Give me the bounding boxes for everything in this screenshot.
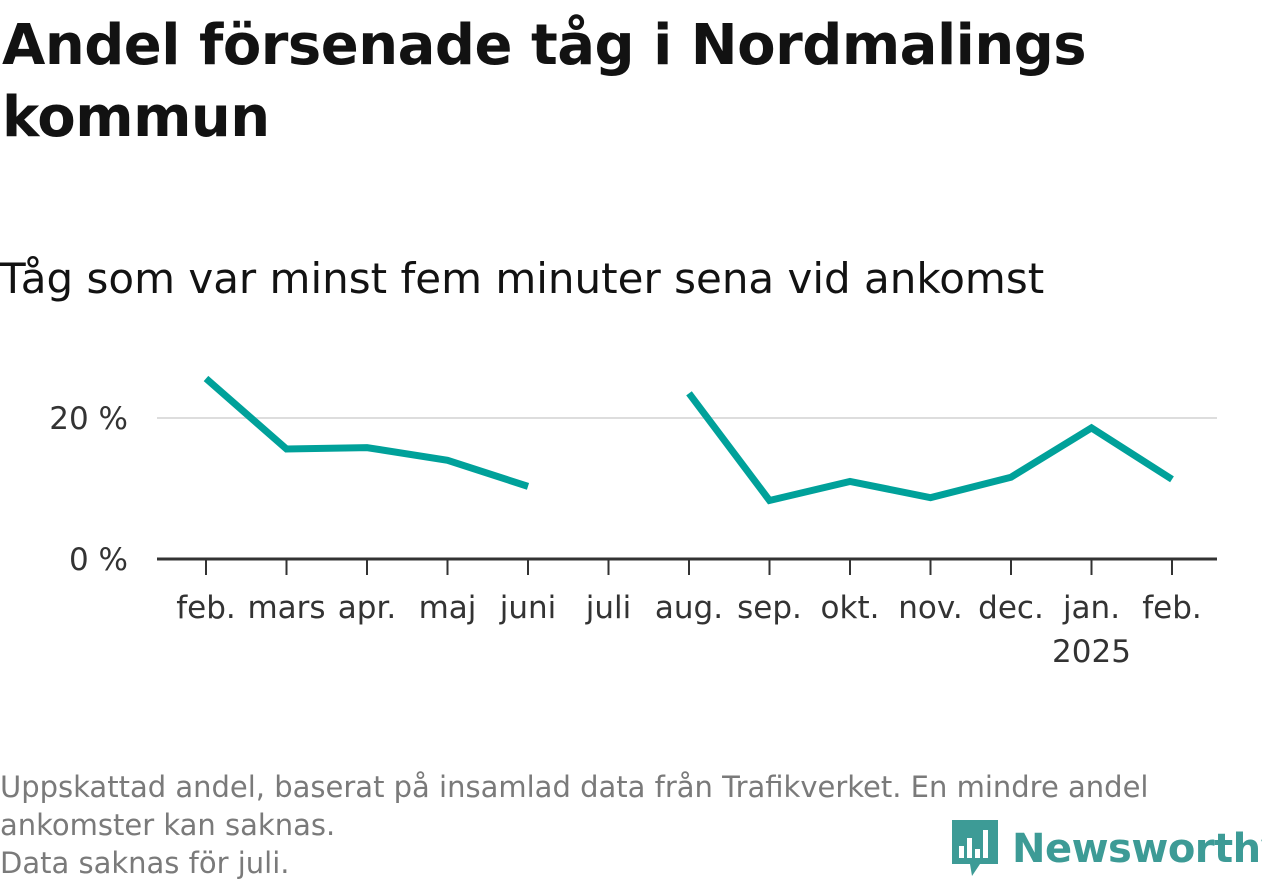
x-tick-sublabel: 2025 [1052,634,1131,670]
x-tick-label: sep. [737,590,802,626]
caption-line-1: Uppskattad andel, baserat på insamlad da… [0,768,1250,806]
x-tick-label: apr. [338,590,396,626]
x-tick-label: nov. [898,590,962,626]
y-tick-label: 0 % [69,542,128,578]
x-tick-label: juli [585,590,632,626]
newsworthy-logo: Newsworthy [950,818,1262,880]
x-tick-label: feb. [176,590,236,626]
series-layer [206,379,1172,501]
x-tick-label: okt. [821,590,880,626]
x-tick-label: jan. [1062,590,1120,626]
logo-text: Newsworthy [1012,826,1262,872]
x-tick-label: feb. [1142,590,1202,626]
bar-chart-speech-icon [950,818,1000,880]
x-tick-label: maj [419,590,477,626]
y-tick-label: 20 % [49,401,128,437]
x-tick-label: mars [247,590,325,626]
axis-layer [157,559,1217,575]
x-tick-label: aug. [655,590,723,626]
series-line-segment [689,393,1172,500]
series-line-segment [206,379,528,487]
x-tick-label: dec. [978,590,1044,626]
x-tick-label: juni [499,590,557,626]
